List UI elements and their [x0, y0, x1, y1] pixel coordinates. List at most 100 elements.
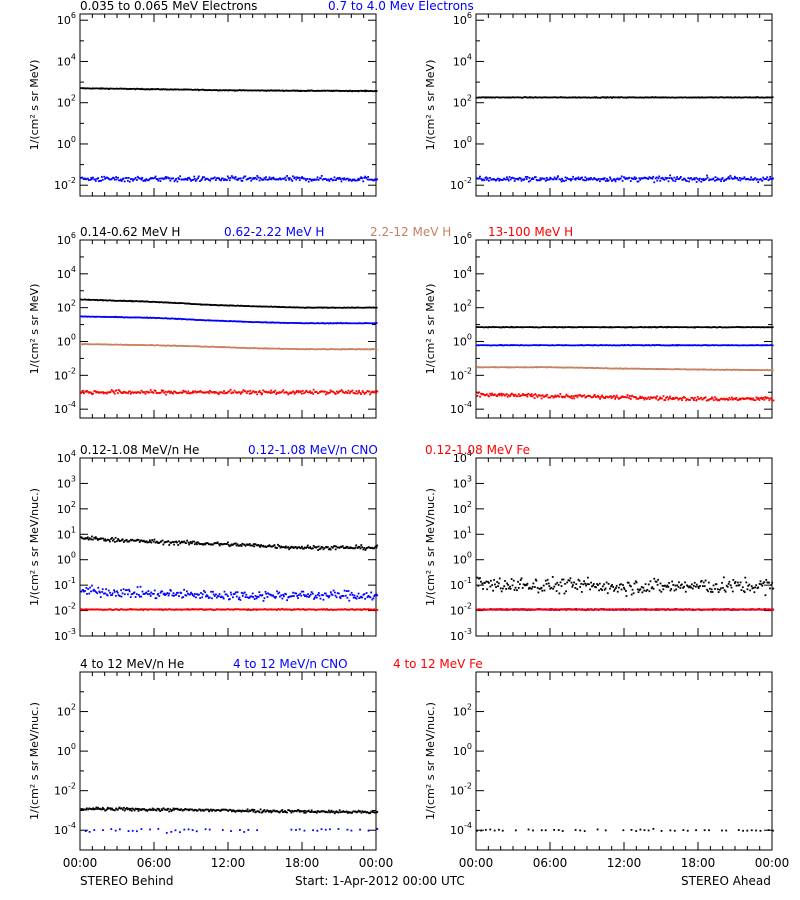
data-point — [628, 397, 630, 399]
data-point — [718, 399, 721, 402]
data-point — [290, 392, 292, 395]
data-point — [213, 391, 216, 394]
data-point — [602, 177, 605, 180]
data-point — [532, 178, 535, 180]
data-point — [90, 391, 92, 394]
series-0-7-to-4-0-mev-electrons — [80, 174, 378, 183]
data-point — [238, 391, 241, 394]
data-point — [736, 177, 739, 179]
data-point — [363, 176, 366, 179]
data-point — [365, 177, 368, 179]
data-point — [634, 396, 637, 398]
data-point — [570, 179, 572, 182]
data-point — [604, 180, 607, 182]
data-point — [89, 178, 92, 181]
data-point — [635, 397, 638, 400]
data-point — [503, 177, 505, 180]
data-point — [700, 178, 703, 181]
data-point — [723, 179, 726, 181]
data-point — [509, 395, 511, 398]
data-point — [647, 396, 650, 399]
data-point — [486, 177, 489, 180]
data-point — [135, 179, 138, 181]
data-point — [329, 391, 331, 394]
data-point — [283, 177, 286, 180]
data-point — [240, 391, 243, 394]
data-point — [738, 177, 741, 179]
data-point — [480, 178, 483, 180]
data-point — [730, 176, 733, 179]
data-point — [741, 177, 744, 180]
data-point — [331, 390, 334, 393]
data-point — [702, 397, 705, 400]
data-point — [102, 537, 105, 540]
data-point — [269, 392, 272, 395]
data-point — [761, 179, 764, 182]
data-point — [772, 369, 774, 372]
data-point — [239, 392, 242, 395]
data-point — [181, 392, 184, 394]
data-point — [301, 389, 304, 392]
series-blue-1 — [476, 174, 774, 184]
data-point — [328, 180, 331, 182]
data-point — [364, 175, 367, 178]
data-point — [563, 180, 566, 182]
data-point — [208, 392, 211, 395]
data-point — [203, 176, 206, 179]
data-point — [88, 391, 90, 394]
data-point — [220, 391, 223, 394]
series-0-14-0-62-mev-h — [80, 298, 378, 309]
data-point — [603, 177, 606, 180]
data-point — [763, 398, 766, 401]
data-point — [335, 177, 338, 180]
data-point — [331, 179, 334, 182]
data-point — [353, 392, 356, 395]
data-point — [667, 180, 670, 183]
data-point — [485, 178, 488, 181]
data-point — [637, 180, 640, 183]
data-point — [694, 396, 696, 399]
data-point — [691, 396, 694, 399]
data-point — [169, 392, 172, 394]
data-point — [342, 178, 345, 181]
data-point — [376, 322, 378, 324]
data-point — [477, 391, 480, 394]
data-point — [201, 176, 204, 179]
data-point — [178, 178, 181, 181]
data-point — [665, 396, 667, 399]
data-point — [82, 389, 84, 392]
data-point — [583, 179, 586, 182]
data-point — [528, 393, 531, 396]
y-tick-label: 106 — [453, 231, 472, 247]
data-point — [197, 390, 199, 393]
data-point — [610, 395, 612, 398]
data-point — [752, 397, 755, 400]
data-point — [136, 175, 139, 178]
data-point — [253, 177, 256, 180]
data-point — [159, 391, 162, 394]
data-point — [543, 395, 546, 398]
data-point — [86, 536, 89, 539]
data-point — [503, 394, 506, 397]
data-point — [505, 178, 507, 181]
data-point — [175, 391, 177, 394]
data-point — [98, 180, 100, 183]
data-point — [352, 179, 355, 181]
data-point — [265, 390, 268, 393]
y-tick-label: 106 — [57, 11, 76, 27]
data-point — [476, 394, 479, 397]
data-point — [361, 390, 364, 393]
data-point — [513, 395, 515, 397]
data-point — [144, 392, 147, 395]
data-point — [335, 179, 337, 182]
data-point — [747, 397, 750, 400]
data-point — [376, 306, 378, 309]
data-point — [258, 390, 261, 392]
data-point — [300, 177, 302, 180]
data-point — [222, 392, 224, 395]
data-point — [678, 178, 680, 180]
data-point — [617, 397, 620, 400]
data-point — [242, 389, 245, 391]
y-tick-label: 102 — [57, 500, 76, 516]
